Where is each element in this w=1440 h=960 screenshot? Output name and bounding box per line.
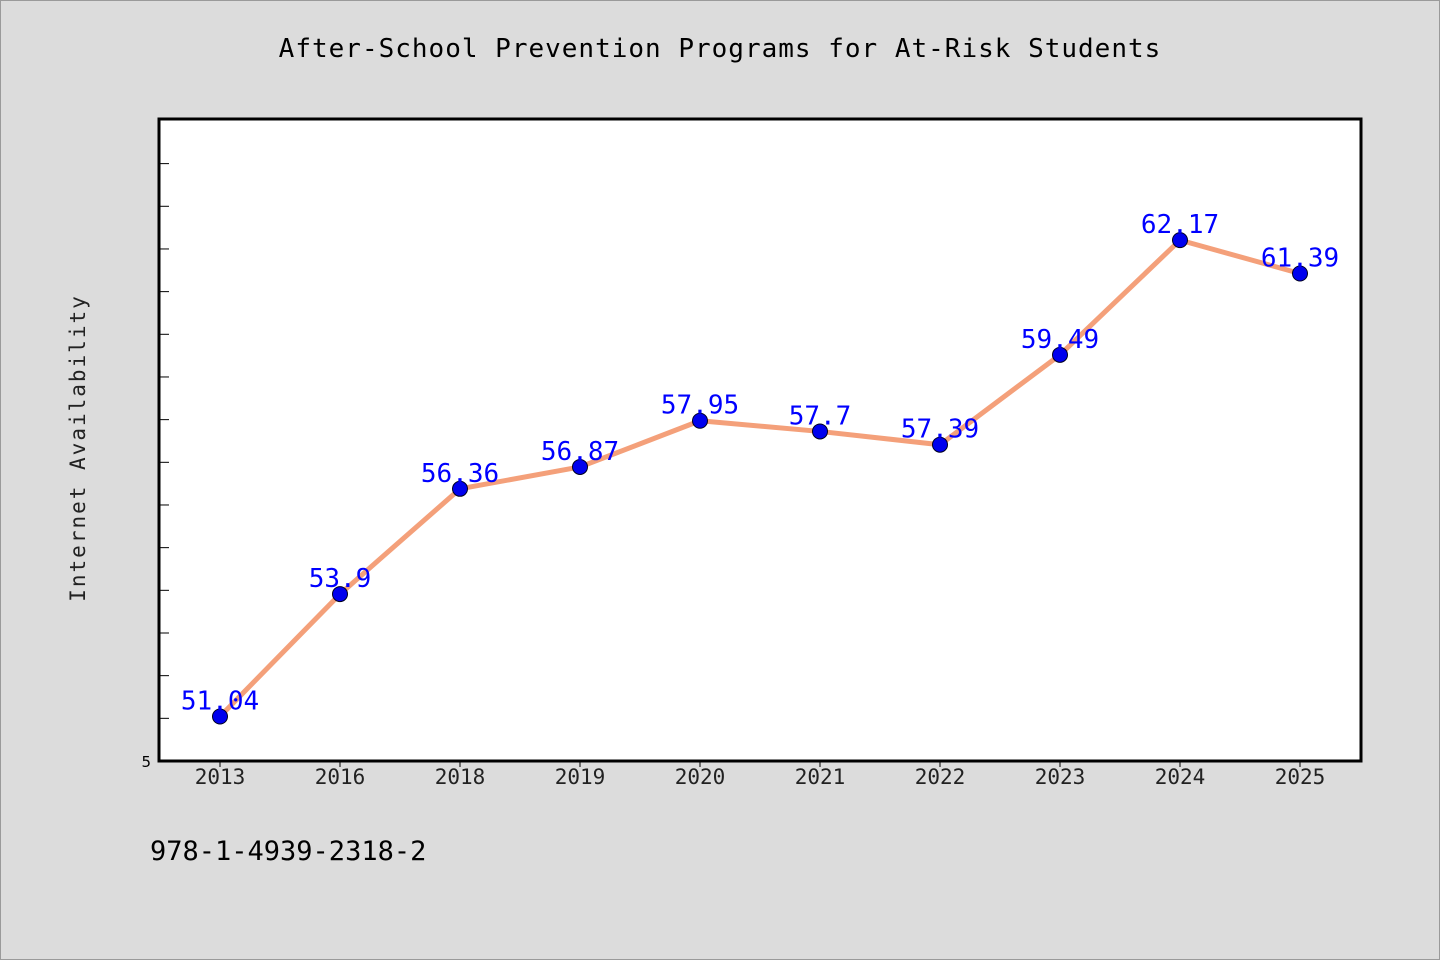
data-point [692,412,708,429]
x-tick-label: 2024 [1155,765,1206,789]
x-tick-label: 2013 [195,765,246,789]
data-label: 62.17 [1141,210,1219,240]
x-tick-label: 2018 [435,765,486,789]
x-tick-label: 2020 [675,765,726,789]
data-label: 57.39 [901,415,979,445]
data-point [572,458,588,475]
plot-area [157,117,1363,763]
data-point [452,480,468,497]
data-label: 56.36 [421,459,499,489]
x-tick-label: 2021 [795,765,846,789]
data-point [332,586,348,603]
data-label: 57.95 [661,391,739,421]
data-point [1292,265,1308,282]
data-point [932,436,948,453]
x-tick-label: 2016 [315,765,366,789]
footer-identifier: 978-1-4939-2318-2 [150,836,427,867]
data-label: 61.39 [1261,244,1339,274]
data-label: 56.87 [541,437,619,467]
data-label: 57.7 [789,401,852,431]
x-tick-label: 2025 [1275,765,1326,789]
data-point [212,708,228,725]
data-label: 59.49 [1021,325,1099,355]
data-label: 51.04 [181,686,259,716]
data-point [1052,346,1068,363]
chart-title: After-School Prevention Programs for At-… [278,34,1162,64]
series-line [217,237,1303,719]
x-tick-label: 2023 [1035,765,1086,789]
x-tick-label: 2022 [915,765,966,789]
data-label: 53.9 [309,564,372,594]
y-tick-label: 5 [141,753,151,771]
data-point [812,423,828,440]
x-tick-label: 2019 [555,765,606,789]
data-point [1172,232,1188,249]
